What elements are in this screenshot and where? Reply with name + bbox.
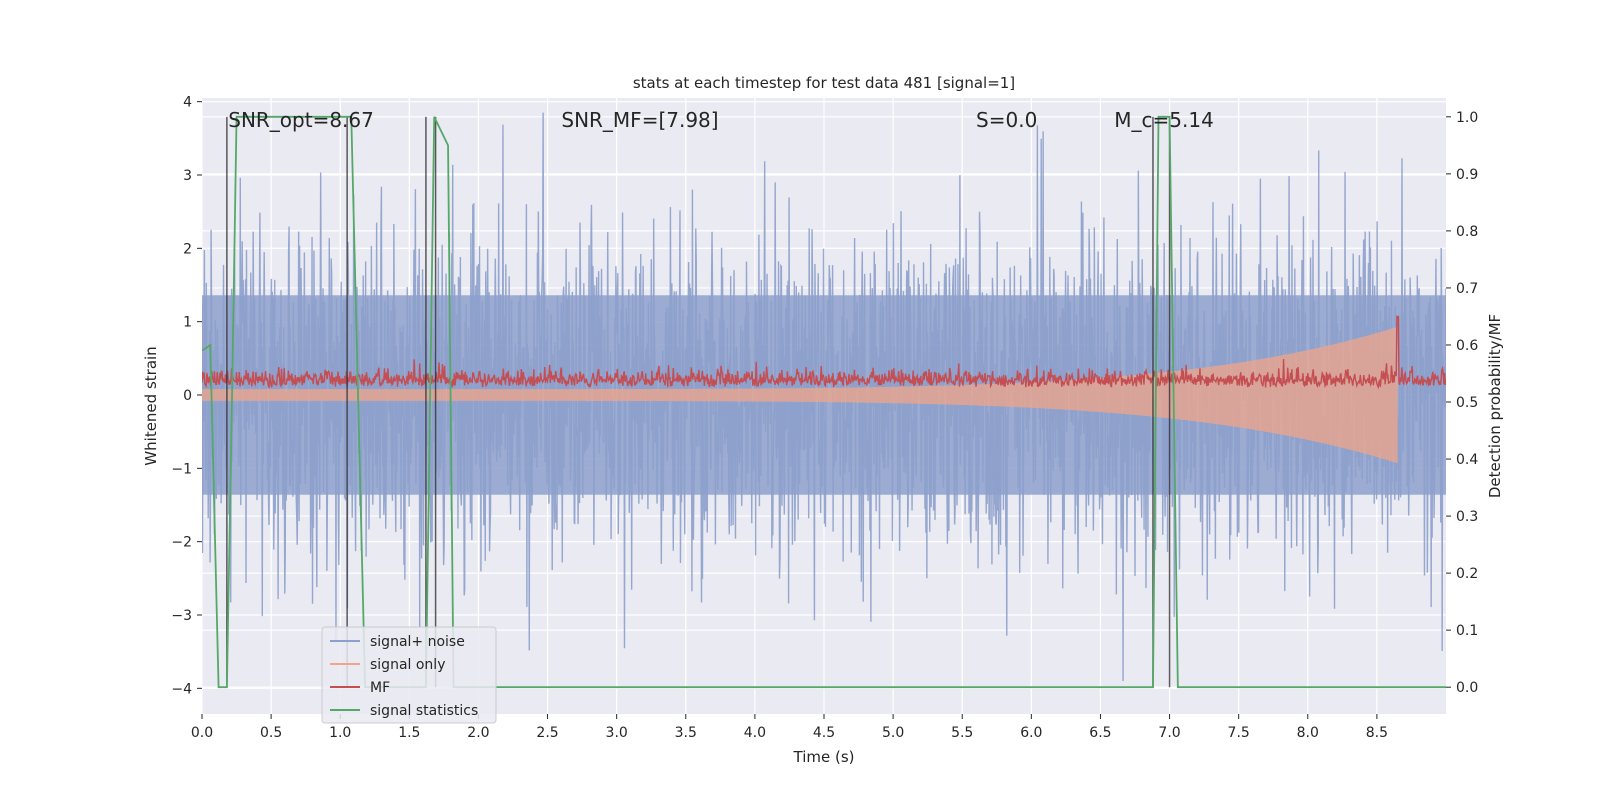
y-tick-label: 0 xyxy=(183,388,192,404)
series-mf xyxy=(202,315,1446,390)
x-tick-label: 2.5 xyxy=(536,725,558,741)
x-tick-label: 6.0 xyxy=(1020,725,1042,741)
y-tick-label: −4 xyxy=(171,681,192,697)
y2-tick-label: 0.1 xyxy=(1456,623,1478,639)
x-tick-label: 7.0 xyxy=(1158,725,1180,741)
y-tick-label: 1 xyxy=(183,315,192,331)
y-tick-label: −1 xyxy=(171,461,192,477)
y2-tick-label: 0.8 xyxy=(1456,224,1478,240)
legend-label: signal only xyxy=(370,657,445,673)
chart-title: stats at each timestep for test data 481… xyxy=(633,74,1015,92)
legend-label: MF xyxy=(370,680,390,696)
plot-layers xyxy=(202,112,1446,689)
y-tick-label: −3 xyxy=(171,608,192,624)
x-tick-label: 6.5 xyxy=(1089,725,1111,741)
annotation-0: SNR_opt=8.67 xyxy=(228,108,374,132)
x-tick-label: 2.0 xyxy=(467,725,489,741)
legend-label: signal statistics xyxy=(370,703,478,719)
y-tick-label: 2 xyxy=(183,241,192,257)
legend-box xyxy=(321,626,497,724)
axes: 0.0 0.5 1.0 1.5 2.0 2.5 3.0 3.5 4.0 4.5 5.0 5.5 6.0 6… xyxy=(171,95,1478,741)
y2-axis-title: Detection probability/MF xyxy=(1486,314,1504,498)
x-tick-label: 7.5 xyxy=(1228,725,1250,741)
annotations: SNR_opt=8.67 SNR_MF=[7.98] S=0.0 M_c=5.14 xyxy=(228,108,1214,132)
x-tick-label: 8.5 xyxy=(1366,725,1388,741)
y2-tick-label: 1.0 xyxy=(1456,110,1478,126)
x-tick-label: 1.5 xyxy=(398,725,420,741)
x-tick-label: 8.0 xyxy=(1297,725,1319,741)
x-tick-label: 4.5 xyxy=(813,725,835,741)
y-tick-label: 3 xyxy=(183,168,192,184)
y2-tick-label: 0.3 xyxy=(1456,509,1478,525)
y-tick-label: −2 xyxy=(171,535,192,551)
x-tick-label: 3.5 xyxy=(675,725,697,741)
x-tick-label: 4.0 xyxy=(744,725,766,741)
y2-tick-label: 0.7 xyxy=(1456,281,1478,297)
y2-tick-label: 0.0 xyxy=(1456,680,1478,696)
x-axis-title: Time (s) xyxy=(793,748,855,766)
y2-tick-label: 0.2 xyxy=(1456,566,1478,582)
x-tick-label: 5.0 xyxy=(882,725,904,741)
annotation-1: SNR_MF=[7.98] xyxy=(561,108,718,132)
y2-tick-label: 0.4 xyxy=(1456,452,1478,468)
legend-label: signal+ noise xyxy=(370,634,465,650)
x-tick-label: 5.5 xyxy=(951,725,973,741)
y-tick-label: 4 xyxy=(183,95,192,111)
y2-tick-label: 0.9 xyxy=(1456,167,1478,183)
series-signal-only xyxy=(202,326,1398,464)
annotation-3: M_c=5.14 xyxy=(1114,108,1214,132)
annotation-2: S=0.0 xyxy=(976,108,1037,132)
x-tick-label: 0.5 xyxy=(260,725,282,741)
y2-tick-label: 0.6 xyxy=(1456,338,1478,354)
x-tick-label: 0.0 xyxy=(191,725,213,741)
x-tick-label: 3.0 xyxy=(606,725,628,741)
x-tick-label: 1.0 xyxy=(329,725,351,741)
y2-tick-label: 0.5 xyxy=(1456,395,1478,411)
legend: signal+ noise signal only MF signal statist… xyxy=(321,626,497,724)
y-axis-title: Whitened strain xyxy=(142,346,160,465)
